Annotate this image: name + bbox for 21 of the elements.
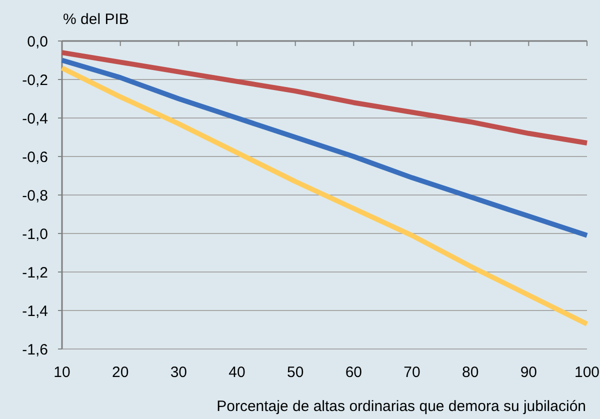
y-tick-label: -0,4 (22, 110, 48, 128)
y-tick-label: -0,2 (22, 72, 48, 89)
y-tick-label: -1,0 (22, 226, 48, 243)
y-tick-label: -1,2 (22, 264, 48, 282)
x-tick-label: 40 (228, 364, 246, 381)
y-axis-title: % del PIB (63, 11, 129, 28)
x-tick-label: 70 (404, 364, 420, 381)
x-tick-label: 20 (112, 364, 129, 381)
x-tick-label: 50 (286, 364, 304, 381)
x-tick-label: 80 (462, 364, 479, 381)
y-tick-label: -0,6 (22, 148, 48, 166)
y-tick-label: -1,4 (22, 302, 48, 320)
y-tick-label: -0,8 (22, 187, 48, 204)
x-tick-label: 60 (345, 364, 362, 381)
x-tick-label: 10 (54, 364, 70, 381)
x-tick-label: 100 (574, 364, 600, 381)
y-tick-label: -1,6 (22, 341, 48, 358)
x-axis-title: Porcentaje de altas ordinarias que demora su jubilación (216, 398, 586, 415)
x-tick-label: 90 (520, 364, 538, 381)
y-tick-label: 0,0 (27, 33, 48, 50)
x-tick-label: 30 (170, 364, 188, 381)
